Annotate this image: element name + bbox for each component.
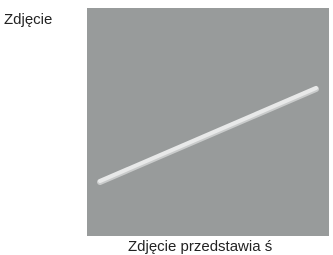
- field-label: Zdjęcie: [4, 11, 52, 28]
- page: {"field": {"label": "Zdjęcie", "caption"…: [0, 0, 333, 247]
- photo-background: [87, 8, 329, 236]
- photo[interactable]: [87, 8, 329, 236]
